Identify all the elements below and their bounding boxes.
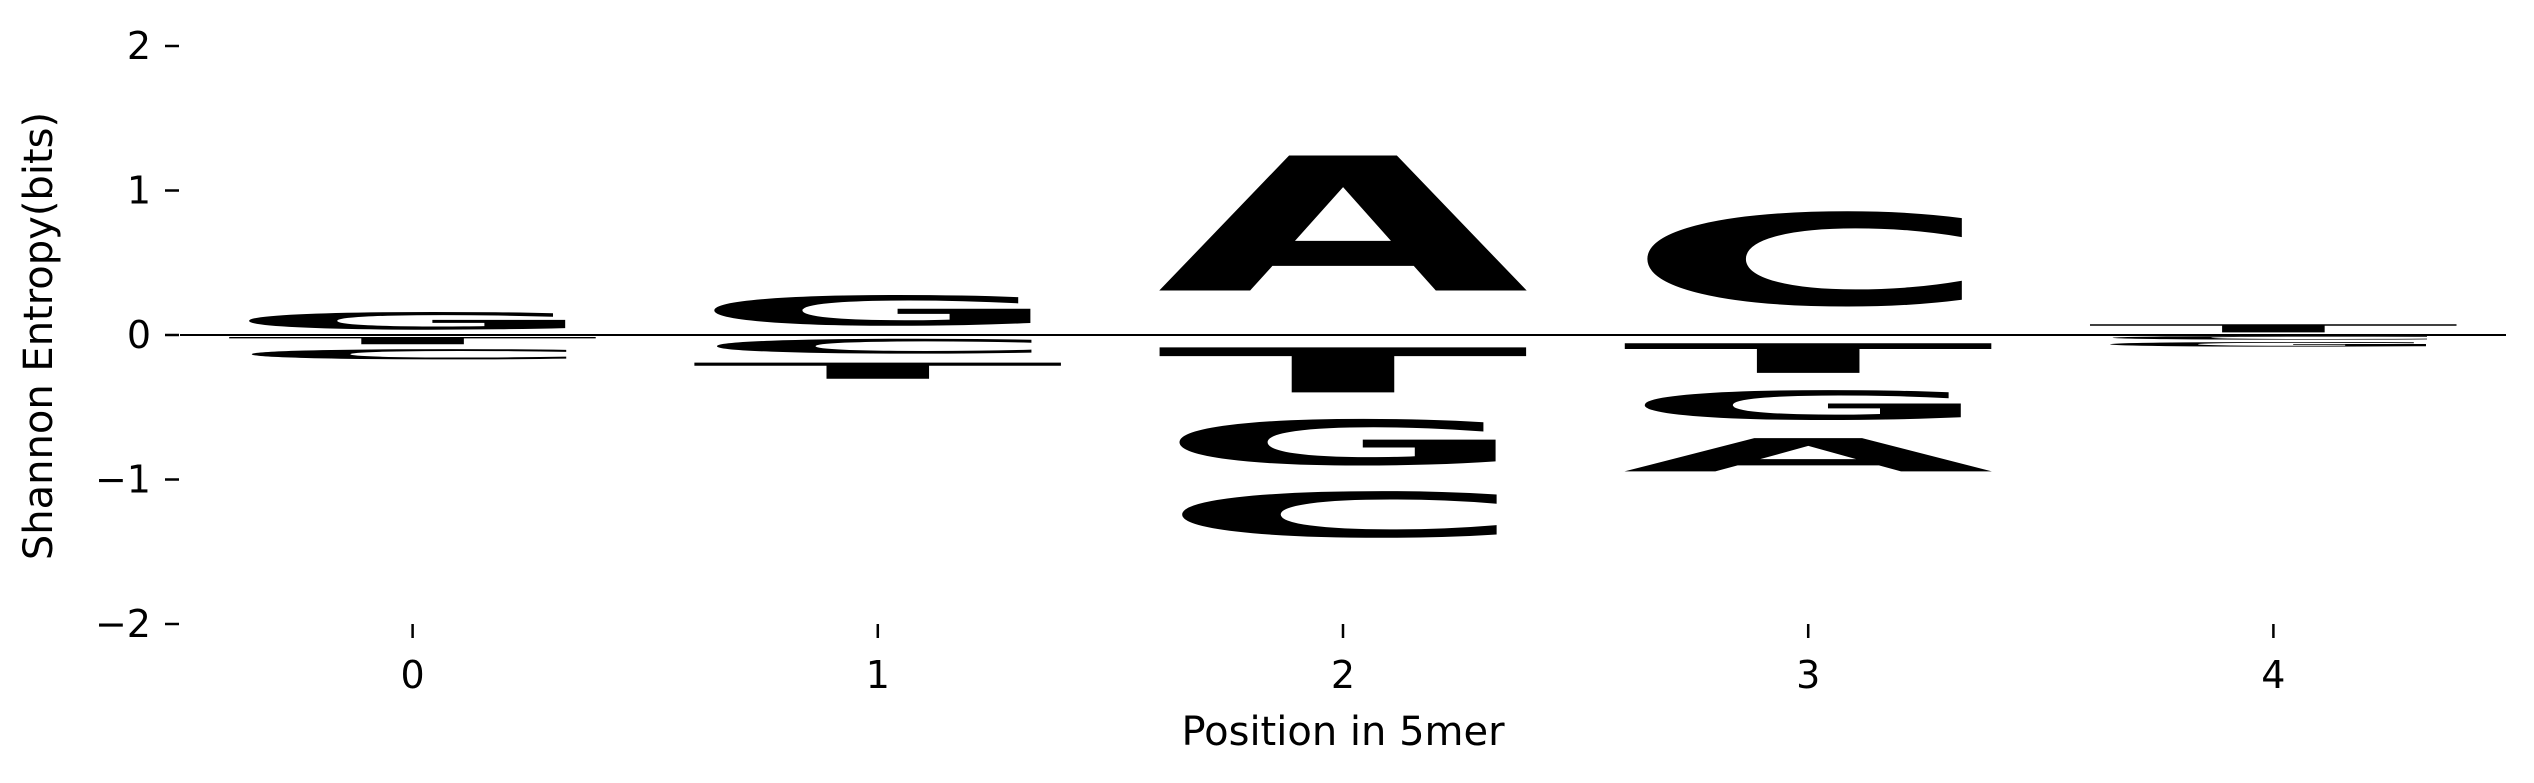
logo-letter-t-pos2: T [1157, 335, 1532, 407]
y-tick-label: 0 [127, 313, 151, 357]
y-tick-label: −2 [95, 602, 151, 646]
logo-letter-c-pos2: C [1157, 480, 1529, 552]
logo-letter-t-pos1: T [692, 358, 1067, 384]
logo-letter-g-pos2: G [1157, 408, 1529, 480]
logo-letter-c-pos0: C [227, 347, 599, 363]
logo-letter-t-pos0: T [227, 335, 602, 346]
logo-letter-t-pos3: T [1622, 335, 1997, 382]
logo-letter-g-pos4: G [2087, 341, 2459, 348]
y-tick-label: −1 [95, 458, 151, 502]
y-axis-label: Shannon Entropy(bits) [16, 112, 62, 560]
logo-letter-a-pos3: A [1622, 429, 1998, 482]
x-axis: 0 1 2 3 4 [401, 624, 2285, 697]
y-tick-label: 1 [127, 169, 151, 213]
y-tick-label: 2 [127, 24, 151, 68]
logo-letter-g-pos3: G [1622, 383, 1994, 429]
logo-letter-g-pos0: G [227, 308, 599, 335]
x-tick-label: 1 [866, 653, 890, 697]
x-tick-label: 0 [401, 653, 425, 697]
y-axis: 2 1 0 −1 −2 [95, 24, 179, 646]
logo-letter-c-pos1: C [692, 335, 1064, 358]
logo-letter-a-pos2: A [1157, 119, 1533, 335]
x-tick-label: 3 [1796, 653, 1820, 697]
logo-letter-c-pos3: C [1622, 188, 1994, 335]
x-axis-label: Position in 5mer [1181, 709, 1505, 755]
logo-letter-c-pos4: C [2087, 335, 2459, 341]
x-tick-label: 2 [1331, 653, 1355, 697]
x-tick-label: 4 [2261, 653, 2285, 697]
logo-letter-g-pos1: G [692, 287, 1064, 334]
logo-letter-t-pos4: T [2087, 322, 2462, 335]
